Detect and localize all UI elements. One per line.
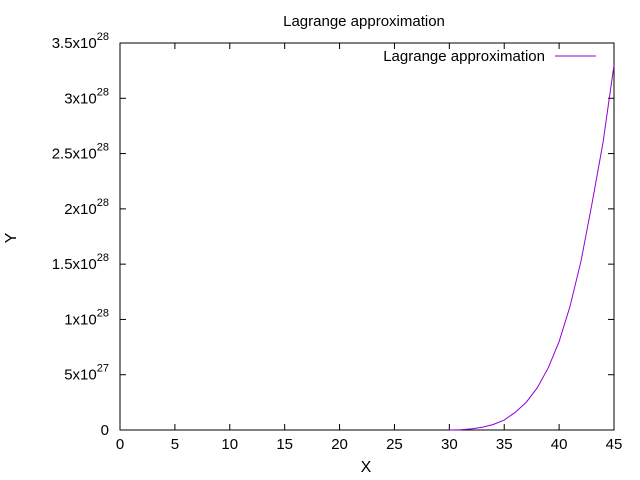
y-tick-label: 2.5x1028: [52, 142, 109, 163]
legend: Lagrange approximation: [383, 48, 596, 65]
y-tick-exponent: 28: [97, 252, 109, 264]
x-tick-label: 45: [606, 436, 623, 453]
x-tick-label: 5: [171, 436, 179, 453]
y-tick-mantissa: 5x10: [64, 367, 97, 384]
y-axis-title: Y: [3, 232, 20, 243]
y-tick-exponent: 27: [97, 363, 109, 375]
x-axis: 0 5 10 15 20 25 30 35 40 45: [116, 43, 623, 453]
x-tick-label: 40: [551, 436, 568, 453]
legend-label: Lagrange approximation: [383, 48, 545, 65]
x-tick-label: 15: [276, 436, 293, 453]
x-tick-label: 10: [221, 436, 238, 453]
y-tick-mantissa: 2.5x10: [52, 146, 97, 163]
x-tick-label: 20: [331, 436, 348, 453]
y-tick-label: 0: [101, 422, 109, 439]
y-tick-mantissa: 0: [101, 422, 109, 439]
chart-title: Lagrange approximation: [283, 13, 445, 30]
y-tick-exponent: 28: [97, 197, 109, 209]
y-tick-exponent: 28: [97, 86, 109, 98]
y-tick-label: 1.5x1028: [52, 252, 109, 273]
y-tick-mantissa: 2x10: [64, 201, 97, 218]
y-tick-label: 1x1028: [64, 307, 109, 328]
x-axis-title: X: [361, 459, 372, 476]
x-tick-label: 35: [496, 436, 513, 453]
y-tick-exponent: 28: [97, 31, 109, 43]
y-tick-label: 5x1027: [64, 363, 109, 384]
x-tick-label: 0: [116, 436, 124, 453]
y-tick-mantissa: 3x10: [64, 90, 97, 107]
x-tick-label: 30: [441, 436, 458, 453]
series-line: [449, 65, 615, 431]
y-tick-label: 3x1028: [64, 86, 109, 107]
plot-frame: [119, 42, 615, 431]
y-tick-mantissa: 1x10: [64, 311, 97, 328]
y-axis: 05x10271x10281.5x10282x10282.5x10283x102…: [52, 31, 614, 439]
y-tick-mantissa: 3.5x10: [52, 35, 97, 52]
series-layer: [449, 65, 615, 431]
y-tick-label: 2x1028: [64, 197, 109, 218]
y-tick-exponent: 28: [97, 142, 109, 154]
y-tick-mantissa: 1.5x10: [52, 256, 97, 273]
x-tick-label: 25: [386, 436, 403, 453]
y-tick-exponent: 28: [97, 307, 109, 319]
y-tick-label: 3.5x1028: [52, 31, 109, 52]
